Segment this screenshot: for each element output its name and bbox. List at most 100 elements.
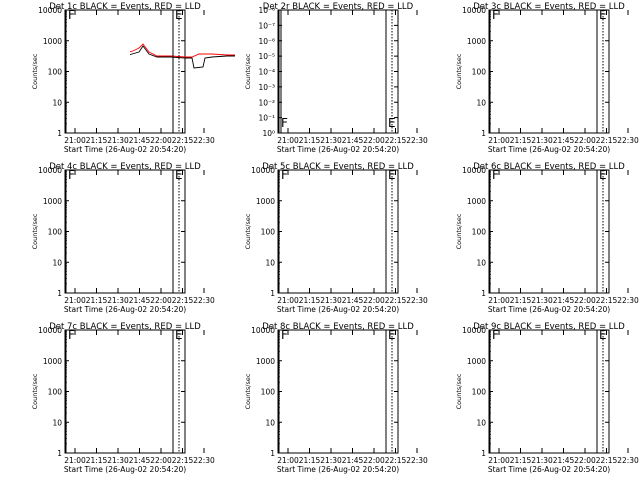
x-tick-label: 22:00 bbox=[574, 456, 596, 465]
x-tick-label: 21:15 bbox=[299, 296, 321, 305]
series-lld-line bbox=[489, 365, 640, 379]
y-tick-label: 10⁻⁸ bbox=[258, 6, 275, 15]
y-tick-label: 10⁻² bbox=[258, 98, 275, 107]
x-tick-label: 21:30 bbox=[531, 136, 553, 145]
y-tick-label: 1000 bbox=[43, 197, 62, 206]
y-tick-label: 10⁻³ bbox=[258, 83, 275, 92]
x-tick-label: 21:45 bbox=[553, 136, 575, 145]
plot-frame bbox=[277, 169, 399, 294]
x-tick-label: 22:30 bbox=[406, 296, 428, 305]
x-tick-label: 21:00 bbox=[277, 296, 299, 305]
panel-title: Det 3c BLACK = Events, RED = LLD bbox=[473, 2, 625, 12]
x-axis-label: Start Time (26-Aug-02 20:54:20) bbox=[64, 305, 186, 314]
plot-frame bbox=[64, 9, 186, 134]
x-tick-label: 21:00 bbox=[64, 296, 86, 305]
marker-label: F bbox=[281, 328, 288, 342]
x-tick-label: 22:00 bbox=[363, 456, 385, 465]
panel-det-4: Det 4c BLACK = Events, RED = LLD 1 10 100 10… bbox=[31, 162, 215, 314]
y-tick-label: 10000 bbox=[462, 326, 486, 335]
marker-label: E bbox=[175, 328, 183, 342]
x-tick-label: 21:15 bbox=[510, 136, 532, 145]
series-events-line bbox=[278, 367, 448, 389]
y-tick-label: 10 bbox=[52, 98, 62, 107]
x-axis-label: Start Time (26-Aug-02 20:54:20) bbox=[488, 305, 610, 314]
y-tick-label: 10000 bbox=[38, 6, 62, 15]
x-tick-label: 21:15 bbox=[510, 456, 532, 465]
x-tick-label: 22:00 bbox=[363, 136, 385, 145]
x-tick-label: 22:30 bbox=[193, 456, 215, 465]
panel-det-3: Det 3c BLACK = Events, RED = LLD 1 10 100 10… bbox=[455, 2, 640, 154]
marker-label: E bbox=[388, 168, 396, 182]
x-axis-label: Start Time (26-Aug-02 20:54:20) bbox=[64, 465, 186, 474]
x-tick-label: 22:15 bbox=[596, 136, 618, 145]
plot-frame bbox=[277, 9, 399, 134]
y-axis-label: Counts/sec bbox=[31, 53, 39, 89]
series-lld-line bbox=[489, 44, 640, 60]
y-tick-label: 10⁻¹ bbox=[258, 114, 275, 123]
y-tick-label: 10 bbox=[52, 258, 62, 267]
marker-label: E bbox=[175, 168, 183, 182]
x-axis-label: Start Time (26-Aug-02 20:54:20) bbox=[277, 305, 399, 314]
x-tick-label: 21:45 bbox=[553, 296, 575, 305]
x-tick-label: 22:15 bbox=[385, 456, 407, 465]
x-tick-label: 21:30 bbox=[107, 296, 129, 305]
panel-det-7: Det 7c BLACK = Events, RED = LLD 1 10 100 10… bbox=[31, 322, 235, 474]
x-axis-label: Start Time (26-Aug-02 20:54:20) bbox=[488, 465, 610, 474]
series-events-line bbox=[65, 370, 235, 390]
x-tick-label: 21:45 bbox=[342, 296, 364, 305]
x-tick-label: 21:15 bbox=[299, 136, 321, 145]
x-tick-label: 22:15 bbox=[172, 136, 194, 145]
x-tick-label: 22:15 bbox=[385, 296, 407, 305]
x-tick-label: 21:30 bbox=[320, 296, 342, 305]
x-tick-label: 21:00 bbox=[488, 296, 510, 305]
y-axis-label: Counts/sec bbox=[244, 53, 252, 89]
x-tick-label: 21:00 bbox=[277, 136, 299, 145]
x-tick-label: 21:15 bbox=[299, 456, 321, 465]
y-tick-label: 10⁻⁶ bbox=[258, 37, 275, 46]
y-tick-label: 100 bbox=[48, 228, 63, 237]
marker-label: F bbox=[281, 116, 288, 130]
y-tick-label: 10000 bbox=[38, 166, 62, 175]
panel-title: Det 5c BLACK = Events, RED = LLD bbox=[262, 162, 414, 172]
x-tick-label: 22:30 bbox=[193, 296, 215, 305]
x-tick-label: 21:45 bbox=[129, 136, 151, 145]
marker-label: E bbox=[175, 8, 183, 22]
y-tick-label: 1 bbox=[57, 129, 62, 138]
y-tick-label: 10⁻⁷ bbox=[258, 21, 275, 30]
marker-label: E bbox=[388, 116, 396, 130]
panel-title: Det 1c BLACK = Events, RED = LLD bbox=[49, 2, 201, 12]
y-tick-label: 1000 bbox=[467, 37, 486, 46]
y-tick-label: 1 bbox=[270, 289, 275, 298]
x-axis-label: Start Time (26-Aug-02 20:54:20) bbox=[64, 145, 186, 154]
y-tick-label: 10 bbox=[476, 258, 486, 267]
y-tick-label: 10⁻⁴ bbox=[258, 68, 275, 77]
y-tick-label: 1000 bbox=[467, 197, 486, 206]
x-tick-label: 21:30 bbox=[320, 136, 342, 145]
plot-frame bbox=[277, 329, 399, 454]
series-lld-line bbox=[278, 205, 448, 219]
panel-det-8: Det 8c BLACK = Events, RED = LLD 1 10 100 10… bbox=[244, 322, 448, 474]
x-tick-label: 21:45 bbox=[129, 296, 151, 305]
x-tick-label: 21:30 bbox=[320, 456, 342, 465]
x-tick-label: 21:00 bbox=[488, 136, 510, 145]
x-tick-label: 22:00 bbox=[150, 296, 172, 305]
series-lld-line bbox=[130, 43, 235, 58]
y-tick-label: 1000 bbox=[256, 197, 275, 206]
marker-label: F bbox=[492, 8, 499, 22]
x-tick-label: 22:30 bbox=[617, 136, 639, 145]
marker-label: E bbox=[599, 8, 607, 22]
y-tick-label: 1000 bbox=[43, 37, 62, 46]
marker-label: F bbox=[68, 168, 75, 182]
y-axis-label: Counts/sec bbox=[455, 373, 463, 409]
series-lld-line bbox=[489, 204, 640, 220]
x-tick-label: 21:45 bbox=[129, 456, 151, 465]
y-tick-label: 1 bbox=[481, 289, 486, 298]
y-tick-label: 100 bbox=[261, 388, 276, 397]
y-tick-label: 10⁻⁵ bbox=[258, 52, 275, 61]
series-events-line bbox=[130, 45, 235, 69]
plot-frame bbox=[64, 329, 186, 454]
marker-label: E bbox=[388, 328, 396, 342]
marker-label: F bbox=[68, 8, 75, 22]
series-events-line bbox=[278, 207, 448, 229]
